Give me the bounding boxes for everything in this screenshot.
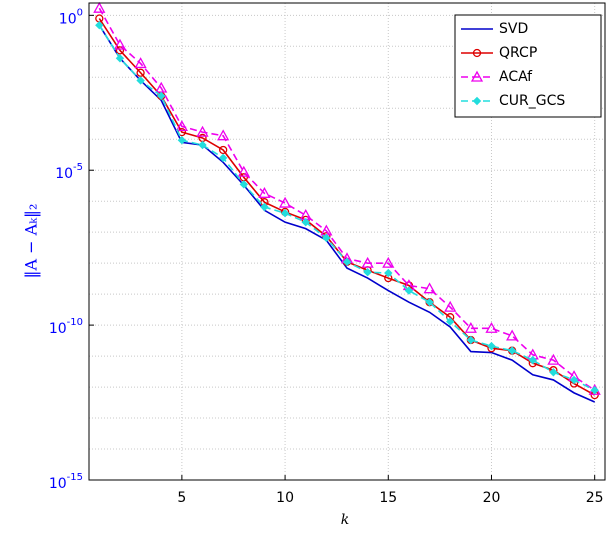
- marker: [549, 368, 558, 377]
- marker: [444, 300, 457, 312]
- marker: [237, 165, 250, 177]
- marker: [301, 217, 310, 227]
- marker: [239, 180, 249, 189]
- marker: [115, 54, 125, 63]
- marker: [134, 57, 147, 69]
- x-tick-label: 25: [586, 490, 604, 506]
- marker: [196, 125, 209, 137]
- marker: [507, 346, 517, 355]
- marker: [322, 233, 331, 243]
- y-tick-label: 10-5: [55, 162, 83, 182]
- marker: [404, 286, 414, 295]
- marker: [361, 256, 374, 268]
- marker: [278, 196, 292, 208]
- marker: [218, 153, 228, 163]
- marker: [260, 202, 269, 212]
- marker: [569, 375, 579, 385]
- marker: [198, 140, 207, 150]
- plot-frame: [88, 2, 606, 481]
- marker: [258, 186, 271, 198]
- legend-marker: [472, 96, 482, 106]
- marker: [528, 355, 537, 365]
- x-axis-label: k: [341, 512, 349, 528]
- marker: [547, 353, 560, 365]
- marker: [382, 256, 395, 268]
- legend-label: QRCP: [499, 45, 537, 61]
- marker: [157, 91, 166, 101]
- legend-label: CUR_GCS: [499, 93, 565, 109]
- marker: [425, 297, 434, 307]
- legend-marker: [472, 48, 482, 58]
- marker: [487, 341, 496, 351]
- marker: [217, 129, 230, 141]
- legend-label: SVD: [499, 21, 528, 37]
- marker: [136, 76, 145, 85]
- marker: [464, 321, 477, 333]
- marker: [113, 38, 127, 50]
- marker: [93, 1, 106, 13]
- x-tick-label: 10: [276, 490, 294, 506]
- marker: [219, 145, 228, 155]
- marker: [445, 317, 455, 326]
- x-tick-label: 5: [177, 490, 186, 506]
- x-tick-label: 15: [379, 490, 397, 506]
- marker: [590, 386, 599, 395]
- marker: [280, 208, 290, 218]
- marker: [466, 335, 476, 345]
- marker: [95, 20, 104, 30]
- marker: [384, 268, 393, 278]
- marker: [177, 136, 187, 145]
- x-tick-label: 20: [483, 490, 501, 506]
- marker: [423, 282, 436, 294]
- legend-marker: [470, 70, 484, 82]
- y-tick-label: 10-10: [49, 317, 83, 337]
- marker: [342, 257, 352, 267]
- y-tick-label: 10-15: [49, 472, 83, 492]
- marker: [363, 268, 372, 277]
- marker: [506, 329, 519, 341]
- marker: [175, 120, 188, 132]
- y-tick-label: 100: [59, 7, 83, 27]
- marker: [115, 46, 125, 55]
- marker: [485, 321, 498, 333]
- legend-label: ACAf: [499, 69, 533, 85]
- y-axis-label: ‖A − Aₖ‖₂: [22, 204, 41, 279]
